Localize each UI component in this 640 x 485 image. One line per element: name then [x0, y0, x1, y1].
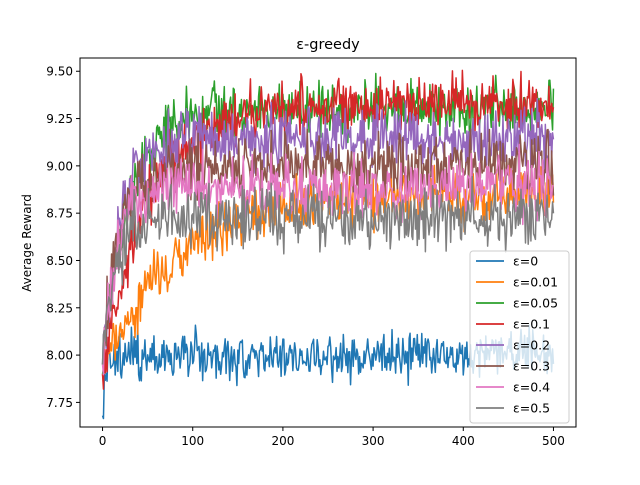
x-tick-label: 300 [362, 434, 385, 448]
y-tick-label: 9.25 [46, 112, 73, 126]
legend-box [469, 250, 570, 424]
x-tick-label: 0 [99, 434, 107, 448]
y-axis-label: Average Reward [20, 194, 34, 292]
y-tick-label: 7.75 [46, 396, 73, 410]
y-tick-label: 8.00 [46, 349, 73, 363]
y-tick-label: 9.50 [46, 65, 73, 79]
x-tick-label: 200 [271, 434, 294, 448]
x-axis-ticks: 0 100 200 300 400 500 [99, 427, 565, 448]
y-tick-label: 8.75 [46, 207, 73, 221]
legend-label: ε=0.01 [513, 275, 558, 290]
legend-label: ε=0.4 [513, 380, 550, 395]
legend-label: ε=0 [513, 254, 538, 269]
x-tick-label: 100 [181, 434, 204, 448]
series-line [101, 97, 555, 365]
legend: ε=0 ε=0.01 ε=0.05 ε=0.1 ε=0.2 ε=0.3 ε=0.4 ε=0.5 [469, 250, 570, 424]
legend-label: ε=0.2 [513, 338, 550, 353]
series-line [101, 175, 555, 365]
y-tick-label: 8.25 [46, 301, 73, 315]
y-tick-label: 8.50 [46, 254, 73, 268]
y-axis-ticks: 7.75 8.00 8.25 8.50 8.75 9.00 9.25 9.50 [46, 65, 80, 410]
legend-label: ε=0.1 [513, 317, 550, 332]
legend-label: ε=0.3 [513, 359, 550, 374]
x-tick-label: 400 [452, 434, 475, 448]
legend-label: ε=0.05 [513, 296, 558, 311]
plot-frame [79, 57, 577, 428]
chart-title: ε-greedy [296, 37, 360, 53]
legend-label: ε=0.5 [513, 401, 550, 416]
y-tick-label: 9.00 [46, 159, 73, 173]
plot-lines [101, 69, 555, 420]
x-tick-label: 500 [542, 434, 565, 448]
